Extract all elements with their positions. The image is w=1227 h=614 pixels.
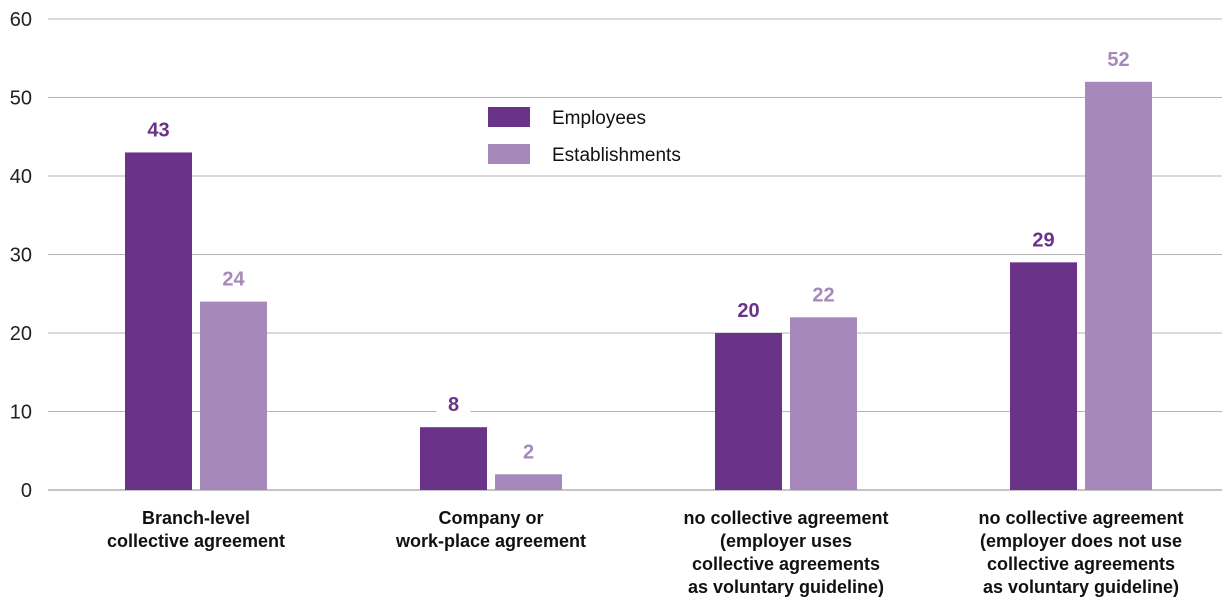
data-label-bg (1101, 45, 1136, 72)
bar (125, 152, 192, 490)
bar (200, 301, 267, 490)
bar (790, 317, 857, 490)
y-axis: 0 10 20 30 40 50 60 (10, 9, 32, 502)
data-label-bg (511, 438, 546, 465)
data-label-bg (141, 116, 176, 143)
y-tick-label: 50 (10, 88, 32, 110)
bars (125, 81, 1152, 491)
bar (1010, 262, 1077, 490)
category-label: Branch-level collective agreement (107, 508, 285, 551)
bar (715, 333, 782, 490)
category-label: Company or work-place agreement (395, 508, 586, 551)
y-tick-label: 40 (10, 166, 32, 188)
data-label: 52 (1107, 49, 1129, 71)
y-tick-label: 30 (10, 245, 32, 267)
category-label: no collective agreement (employer uses col… (683, 508, 888, 597)
legend: Employees Establishments (488, 107, 681, 166)
bar (420, 427, 487, 490)
y-tick-label: 0 (21, 480, 32, 502)
data-label: 8 (448, 394, 459, 416)
data-label: 22 (812, 284, 834, 306)
legend-swatch (488, 144, 530, 164)
data-label-bg (806, 281, 841, 308)
data-label-bg (1026, 226, 1061, 253)
legend-swatch (488, 107, 530, 127)
x-axis: Branch-level collective agreement Company … (107, 508, 1184, 597)
data-label-bg (216, 265, 251, 292)
bar (1085, 81, 1152, 491)
legend-label: Establishments (552, 145, 681, 166)
y-tick-label: 20 (10, 323, 32, 345)
category-label: no collective agreement (employer does no… (978, 508, 1183, 597)
data-label-bg (436, 391, 471, 418)
data-label: 43 (147, 119, 169, 141)
data-label: 2 (523, 441, 534, 463)
y-tick-label: 10 (10, 402, 32, 424)
data-label: 24 (222, 269, 245, 291)
data-label-bg (731, 297, 766, 323)
data-label: 29 (1032, 229, 1054, 251)
legend-label: Employees (552, 108, 646, 129)
bar (495, 474, 562, 490)
data-label: 20 (737, 300, 759, 322)
y-tick-label: 60 (10, 9, 32, 31)
